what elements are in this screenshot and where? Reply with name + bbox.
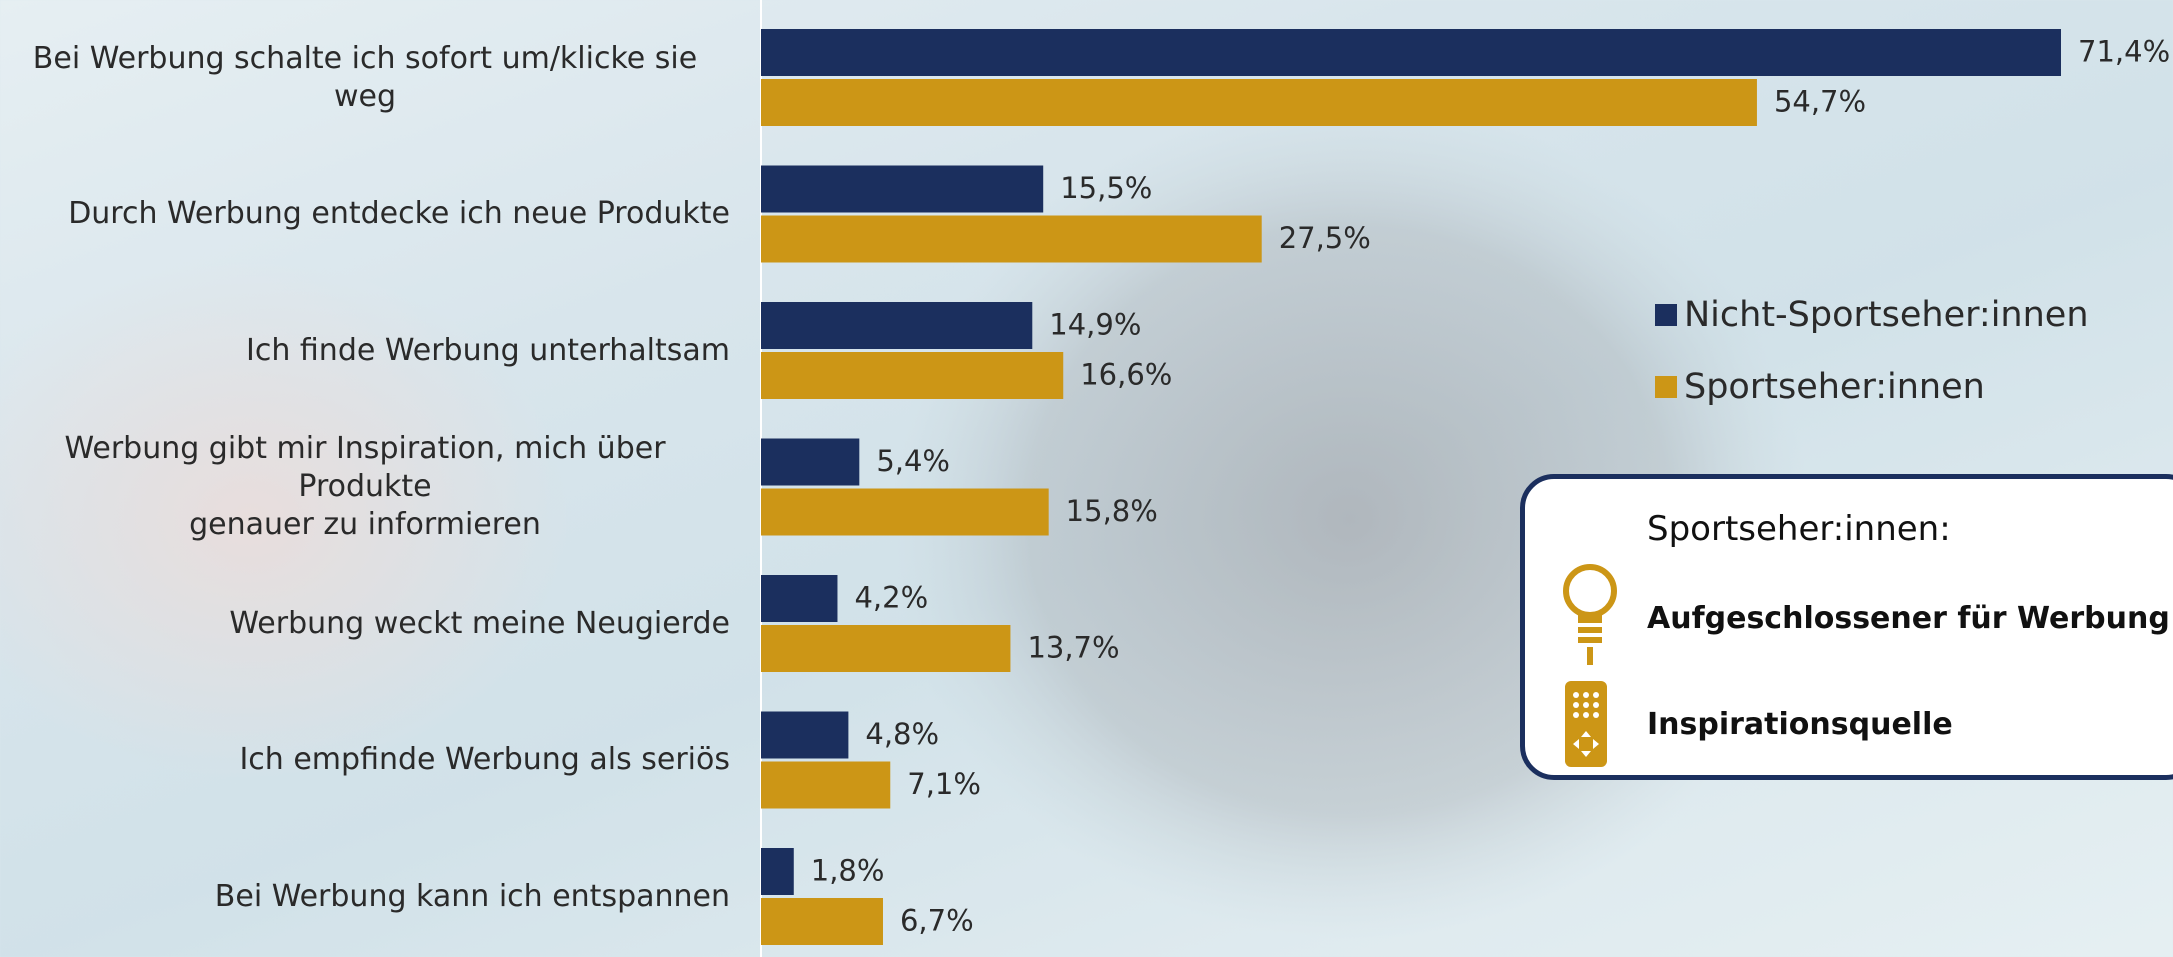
bar bbox=[761, 438, 860, 486]
category-label: Bei Werbung kann ich entspannen bbox=[214, 878, 730, 914]
bar bbox=[761, 848, 794, 895]
value-label: 15,5% bbox=[1060, 171, 1152, 205]
bar bbox=[761, 898, 883, 945]
value-label: 5,4% bbox=[876, 444, 950, 478]
callout-title: Sportseher:innen: bbox=[1647, 509, 1951, 549]
legend-label: Nicht-Sportseher:innen bbox=[1684, 295, 2089, 335]
callout-item: Aufgeschlossener für Werbung bbox=[1647, 601, 2170, 636]
callout-item: Inspirationsquelle bbox=[1647, 707, 1953, 742]
legend-swatch bbox=[1655, 304, 1677, 326]
value-label: 71,4% bbox=[2078, 35, 2170, 69]
category-label: Werbung weckt meine Neugierde bbox=[229, 605, 730, 641]
bar bbox=[761, 215, 1262, 263]
bar bbox=[761, 302, 1033, 349]
bar bbox=[761, 165, 1044, 213]
remote-icon bbox=[1565, 681, 1607, 767]
bar bbox=[761, 29, 2061, 76]
category-label: Ich empfinde Werbung als seriös bbox=[239, 742, 730, 777]
bar bbox=[761, 79, 1757, 126]
category-label: Durch Werbung entdecke ich neue Produkte bbox=[68, 196, 730, 231]
value-label: 16,6% bbox=[1080, 358, 1172, 392]
value-label: 14,9% bbox=[1049, 308, 1141, 342]
value-label: 54,7% bbox=[1774, 85, 1866, 119]
bar bbox=[761, 711, 849, 759]
value-label: 4,8% bbox=[865, 717, 939, 751]
bar bbox=[761, 575, 838, 622]
category-label: Werbung gibt mir Inspiration, mich über … bbox=[64, 431, 666, 542]
bulb-icon bbox=[1563, 564, 1617, 665]
category-label: Ich finde Werbung unterhaltsam bbox=[246, 332, 730, 368]
value-label: 4,2% bbox=[854, 581, 928, 615]
bar bbox=[761, 761, 891, 809]
value-label: 13,7% bbox=[1027, 631, 1119, 665]
bar bbox=[761, 352, 1064, 399]
value-label: 6,7% bbox=[900, 904, 974, 938]
value-label: 15,8% bbox=[1066, 494, 1158, 528]
category-label: Bei Werbung schalte ich sofort um/klicke… bbox=[32, 40, 698, 114]
value-label: 27,5% bbox=[1279, 221, 1371, 255]
value-label: 7,1% bbox=[907, 767, 981, 801]
value-label: 1,8% bbox=[811, 854, 885, 888]
legend-label: Sportseher:innen bbox=[1684, 367, 1985, 407]
legend-swatch bbox=[1655, 376, 1677, 398]
callout-box: Sportseher:innen: Aufgeschlossener für W… bbox=[1520, 474, 2173, 780]
bar bbox=[761, 625, 1011, 672]
bar bbox=[761, 488, 1049, 536]
